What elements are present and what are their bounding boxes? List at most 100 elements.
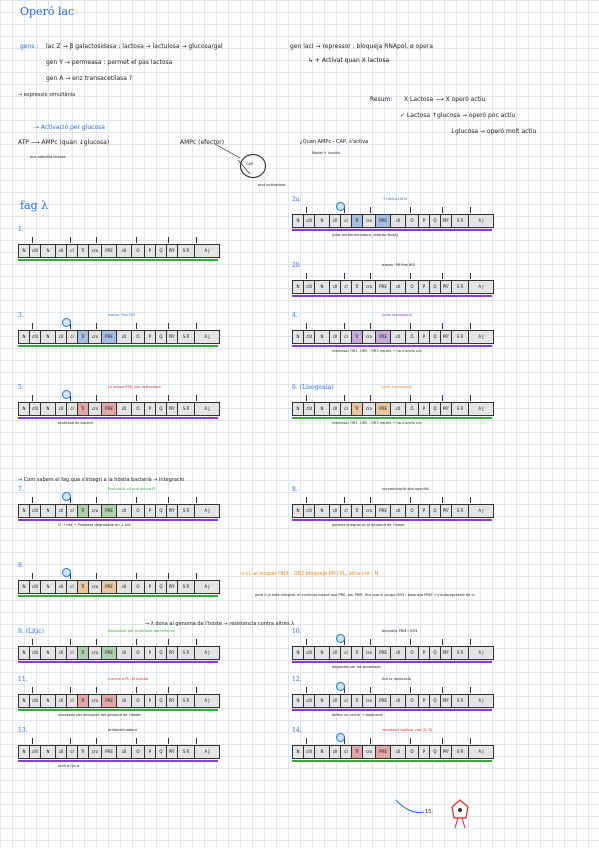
gene-segment: P: [419, 403, 430, 415]
step-note: s'uneix a PL, el tancaa: [108, 677, 149, 681]
gene-segment: cIII: [304, 746, 315, 758]
gene-segment: cII: [391, 215, 406, 227]
promoter-mark: [306, 639, 307, 645]
gene-segment: cI: [67, 331, 78, 343]
promoter-mark: [70, 738, 71, 744]
gene-segment: Q: [156, 581, 167, 593]
gene-segment: Tr: [352, 331, 363, 343]
gene-segment: PRE: [102, 581, 117, 593]
gene-segment: A J: [478, 218, 484, 223]
promoter-mark: [32, 323, 33, 329]
gene-segment: cI: [341, 695, 352, 707]
gene-segment: A J: [478, 650, 484, 655]
resum-line-1: X Lactosa ⟶ X operó actiu: [404, 96, 486, 103]
step-note: necessari replicar cap (S, R): [382, 728, 433, 732]
promoter-mark: [96, 573, 97, 579]
gene-segment: cro: [363, 647, 376, 659]
promoter-mark: [442, 323, 443, 329]
gene-segment: Q: [156, 245, 167, 257]
gene-segment: cI: [67, 581, 78, 593]
promoter-mark: [96, 323, 97, 329]
gene-segment: S R: [452, 647, 469, 659]
gene-segment: A J: [204, 584, 210, 589]
promoter-mark: [344, 738, 345, 744]
promoter-mark: [470, 323, 471, 329]
gene-segment: Tr: [78, 245, 89, 257]
step-note-secondary: degradat per les proteases: [332, 665, 381, 669]
gene-segment: PRE: [376, 647, 391, 659]
gene-segment: Tr: [352, 746, 363, 758]
gene-segment: Tr: [78, 331, 89, 343]
gene-segment: Q: [156, 746, 167, 758]
transcript-line: [292, 519, 492, 521]
gene-segment: N: [293, 403, 304, 415]
step-label: 7.: [18, 486, 24, 493]
step-note: cII activa PRE, per activadora: [108, 385, 161, 389]
gene-segment: N: [19, 581, 30, 593]
gene-segment: cI: [67, 647, 78, 659]
gene-segment: A J: [204, 650, 210, 655]
step-label: 14.: [292, 727, 302, 734]
gene-segment: Q: [430, 281, 441, 293]
transcript-line: [292, 417, 492, 419]
promoter-mark: [410, 395, 411, 401]
step-label: 2a: [292, 196, 300, 203]
gene-segment: cII: [56, 505, 67, 517]
gene-segment: cro: [363, 695, 376, 707]
gene-segment: A J: [478, 334, 484, 339]
step-note-secondary: forma un cercle → replicació: [332, 713, 383, 717]
gene-segment: cIII: [304, 403, 315, 415]
promoter-mark: [306, 395, 307, 401]
transcript-line: [292, 229, 492, 231]
promoter-mark: [344, 323, 345, 329]
transcript-line: [18, 345, 218, 347]
promoter-mark: [136, 395, 137, 401]
gene-segment: cIII: [304, 215, 315, 227]
promoter-mark: [168, 323, 169, 329]
gene-segment: O: [406, 281, 419, 293]
gene-segment: N: [293, 647, 304, 659]
gene-segment: cII: [330, 695, 341, 707]
gene-segment: O: [132, 647, 145, 659]
gene-segment: Q: [430, 505, 441, 517]
gene-segment: cIII: [30, 695, 41, 707]
gene-segment: cII: [56, 695, 67, 707]
gene-segment: N: [41, 403, 56, 415]
cap-label: CAP: [246, 162, 254, 166]
promoter-mark: [410, 738, 411, 744]
gene-segment: cIII: [30, 403, 41, 415]
gene-segment: Tr: [78, 403, 89, 415]
gene-segment: O: [132, 505, 145, 517]
gene-segment: Q: [430, 746, 441, 758]
promoter-mark: [96, 639, 97, 645]
promoter-mark: [32, 738, 33, 744]
gene-y-line: gen Y → permeasa : permet el pas lactosa: [46, 59, 173, 66]
gene-segment: cII: [391, 695, 406, 707]
gene-segment: O: [406, 746, 419, 758]
page-title: Operó lac: [20, 5, 75, 18]
transcript-line: [292, 709, 492, 711]
gene-segment: S R: [178, 331, 195, 343]
promoter-mark: [470, 395, 471, 401]
protein-circle-icon: [62, 390, 71, 399]
laci-line: gen lacI → repressor : bloqueja RNApol, …: [290, 43, 433, 50]
gene-segment: P: [419, 647, 430, 659]
gene-segment: PR': [441, 505, 452, 517]
gene-segment: N: [41, 647, 56, 659]
gene-segment: cII: [391, 281, 406, 293]
gene-segment: cII: [117, 746, 132, 758]
promoter-mark: [136, 497, 137, 503]
lambda-resistance: → λ dona al genoma de l'hoste → resistèn…: [145, 621, 295, 627]
gene-segment: N: [315, 281, 330, 293]
step-note: (prot repressora): [382, 313, 413, 317]
gene-segment: cIII: [304, 505, 315, 517]
gene-segment: A J: [478, 406, 484, 411]
gene-segment: Q: [156, 403, 167, 415]
gene-segment: cII: [330, 647, 341, 659]
transcript-line: [18, 661, 218, 663]
